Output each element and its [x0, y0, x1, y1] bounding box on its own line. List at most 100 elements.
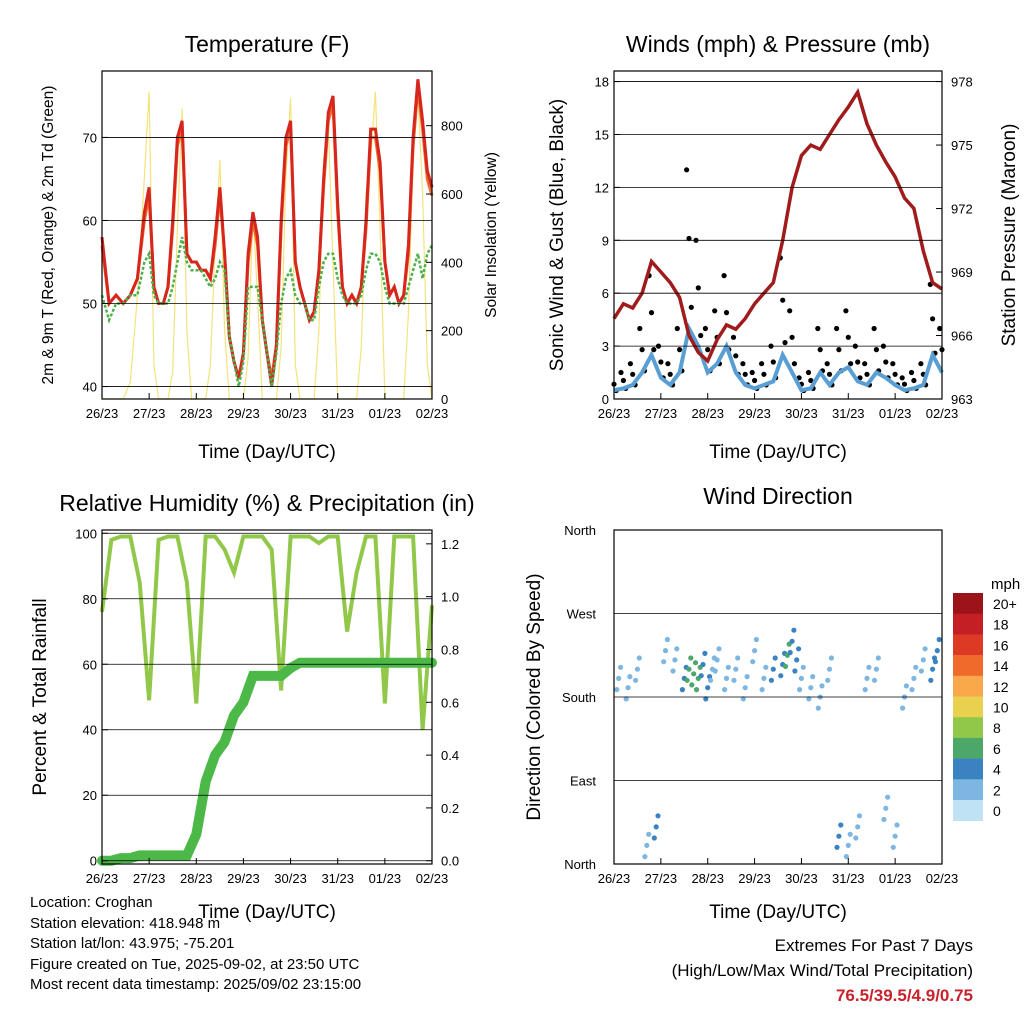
gust-point: [667, 371, 673, 377]
gust-point: [749, 369, 755, 376]
direction-point: [679, 687, 686, 693]
precip-series: [97, 657, 437, 866]
direction-point: [819, 683, 825, 689]
direction-point: [883, 805, 889, 811]
gust-point: [862, 361, 868, 367]
direction-point: [618, 664, 624, 670]
direction-point: [866, 664, 872, 670]
humidity-y2-tick-label: 1.2: [441, 537, 459, 552]
direction-point: [806, 696, 812, 702]
colorbar-label: 18: [993, 617, 1009, 633]
direction-point: [778, 673, 784, 679]
colorbar-label: 4: [993, 762, 1001, 778]
winds-y2-tick-label: 966: [951, 329, 973, 344]
colorbar-swatch: [953, 737, 983, 759]
direction-point: [798, 675, 805, 682]
gust-point: [651, 347, 657, 353]
gust-point: [815, 325, 821, 332]
colorbar-swatch: [953, 613, 983, 635]
winds-y-tick-label: 6: [602, 286, 609, 301]
gust-point: [695, 285, 701, 291]
direction-x-tick-label: 27/23: [645, 871, 678, 886]
direction-point: [651, 835, 657, 841]
winds-y2-tick-label: 969: [951, 265, 973, 280]
winds-title: Winds (mph) & Pressure (mb): [626, 31, 930, 57]
humidity-x-tick-label: 30/23: [274, 871, 307, 886]
gust-point: [857, 375, 863, 381]
direction-point: [722, 687, 728, 693]
temperature-x-tick-label: 31/23: [321, 406, 354, 421]
direction-point: [862, 687, 868, 693]
direction-point: [911, 675, 917, 682]
colorbar-swatch: [953, 758, 983, 780]
humidity-x-tick-label: 01/23: [369, 871, 402, 886]
direction-y-tick-label: East: [570, 774, 596, 789]
wind-series: [613, 322, 944, 393]
gust-point: [824, 361, 830, 367]
direction-point: [794, 657, 800, 663]
direction-point: [930, 666, 936, 672]
temperature-axes: 40 50 60 70 0 200 400 600 800 26/23 27/23 28/23 29/2…: [83, 119, 463, 421]
gust-point: [639, 347, 645, 353]
winds-y2-tick-label: 975: [951, 138, 973, 153]
direction-point: [828, 655, 835, 661]
temp-2m-series: [100, 79, 434, 387]
gust-point: [848, 361, 854, 367]
winds-y2-tick-label: 972: [951, 202, 973, 217]
temperature-x-tick-label: 02/23: [416, 406, 449, 421]
humidity-x-tick-label: 28/23: [180, 871, 213, 886]
direction-point: [892, 833, 898, 839]
gust-point: [677, 347, 683, 353]
gust-point: [618, 369, 624, 376]
direction-point: [714, 657, 720, 663]
gust-point: [791, 361, 798, 367]
gust-point: [817, 347, 823, 353]
gust-point: [892, 371, 898, 377]
gust-point: [630, 371, 636, 377]
station-info: Location: Croghan Station elevation: 418…: [30, 893, 361, 996]
gust-point: [883, 359, 889, 365]
gust-point: [723, 310, 730, 316]
direction-series-layer: [614, 627, 942, 860]
gust-point: [759, 361, 765, 367]
colorbar-swatch: [953, 696, 983, 718]
gust-point: [855, 359, 861, 365]
temperature-y2-tick-label: 800: [441, 119, 463, 134]
direction-point: [845, 842, 851, 849]
direction-point: [855, 824, 861, 830]
direction-point: [661, 659, 667, 665]
direction-panel: Wind Direction NorthEastSouthWestNorth26…: [524, 483, 1020, 923]
direction-point: [634, 666, 641, 672]
direction-point: [716, 646, 722, 652]
extremes-box: Extremes For Past 7 Days (High/Low/Max W…: [672, 933, 973, 1008]
gust-point: [637, 325, 643, 332]
humidity-x-tick-label: 31/23: [321, 871, 354, 886]
gust-point: [761, 371, 767, 377]
winds-x-tick-label: 02/23: [926, 406, 959, 421]
winds-y-tick-label: 3: [602, 339, 609, 354]
gust-point: [648, 310, 655, 316]
winds-series-layer: [611, 88, 945, 394]
colorbar-label: 12: [993, 679, 1009, 695]
direction-point: [932, 659, 939, 665]
direction-x-label: Time (Day/UTC): [709, 902, 847, 923]
winds-frame: [613, 70, 943, 400]
direction-point: [838, 822, 844, 828]
gust-point: [620, 377, 627, 384]
direction-point: [723, 675, 730, 682]
direction-point: [761, 675, 767, 682]
temperature-series-layer: [100, 79, 434, 400]
winds-y-tick-label: 12: [595, 180, 609, 195]
direction-point: [646, 831, 652, 837]
humidity-y-tick-label: 60: [83, 657, 97, 672]
direction-point: [847, 831, 853, 837]
gust-point: [627, 361, 634, 367]
direction-point: [890, 844, 896, 850]
humidity-axes: 0 20 40 60 80 100 0.0 0.2 0.4 0.6 0.8 1.0 1.2 26/23 27…: [75, 526, 459, 886]
gust-point: [871, 325, 877, 332]
direction-point: [725, 664, 731, 670]
direction-point: [922, 646, 928, 652]
winds-y-tick-label: 18: [595, 75, 609, 90]
direction-point: [616, 675, 622, 682]
dewpoint-series: [100, 236, 434, 387]
